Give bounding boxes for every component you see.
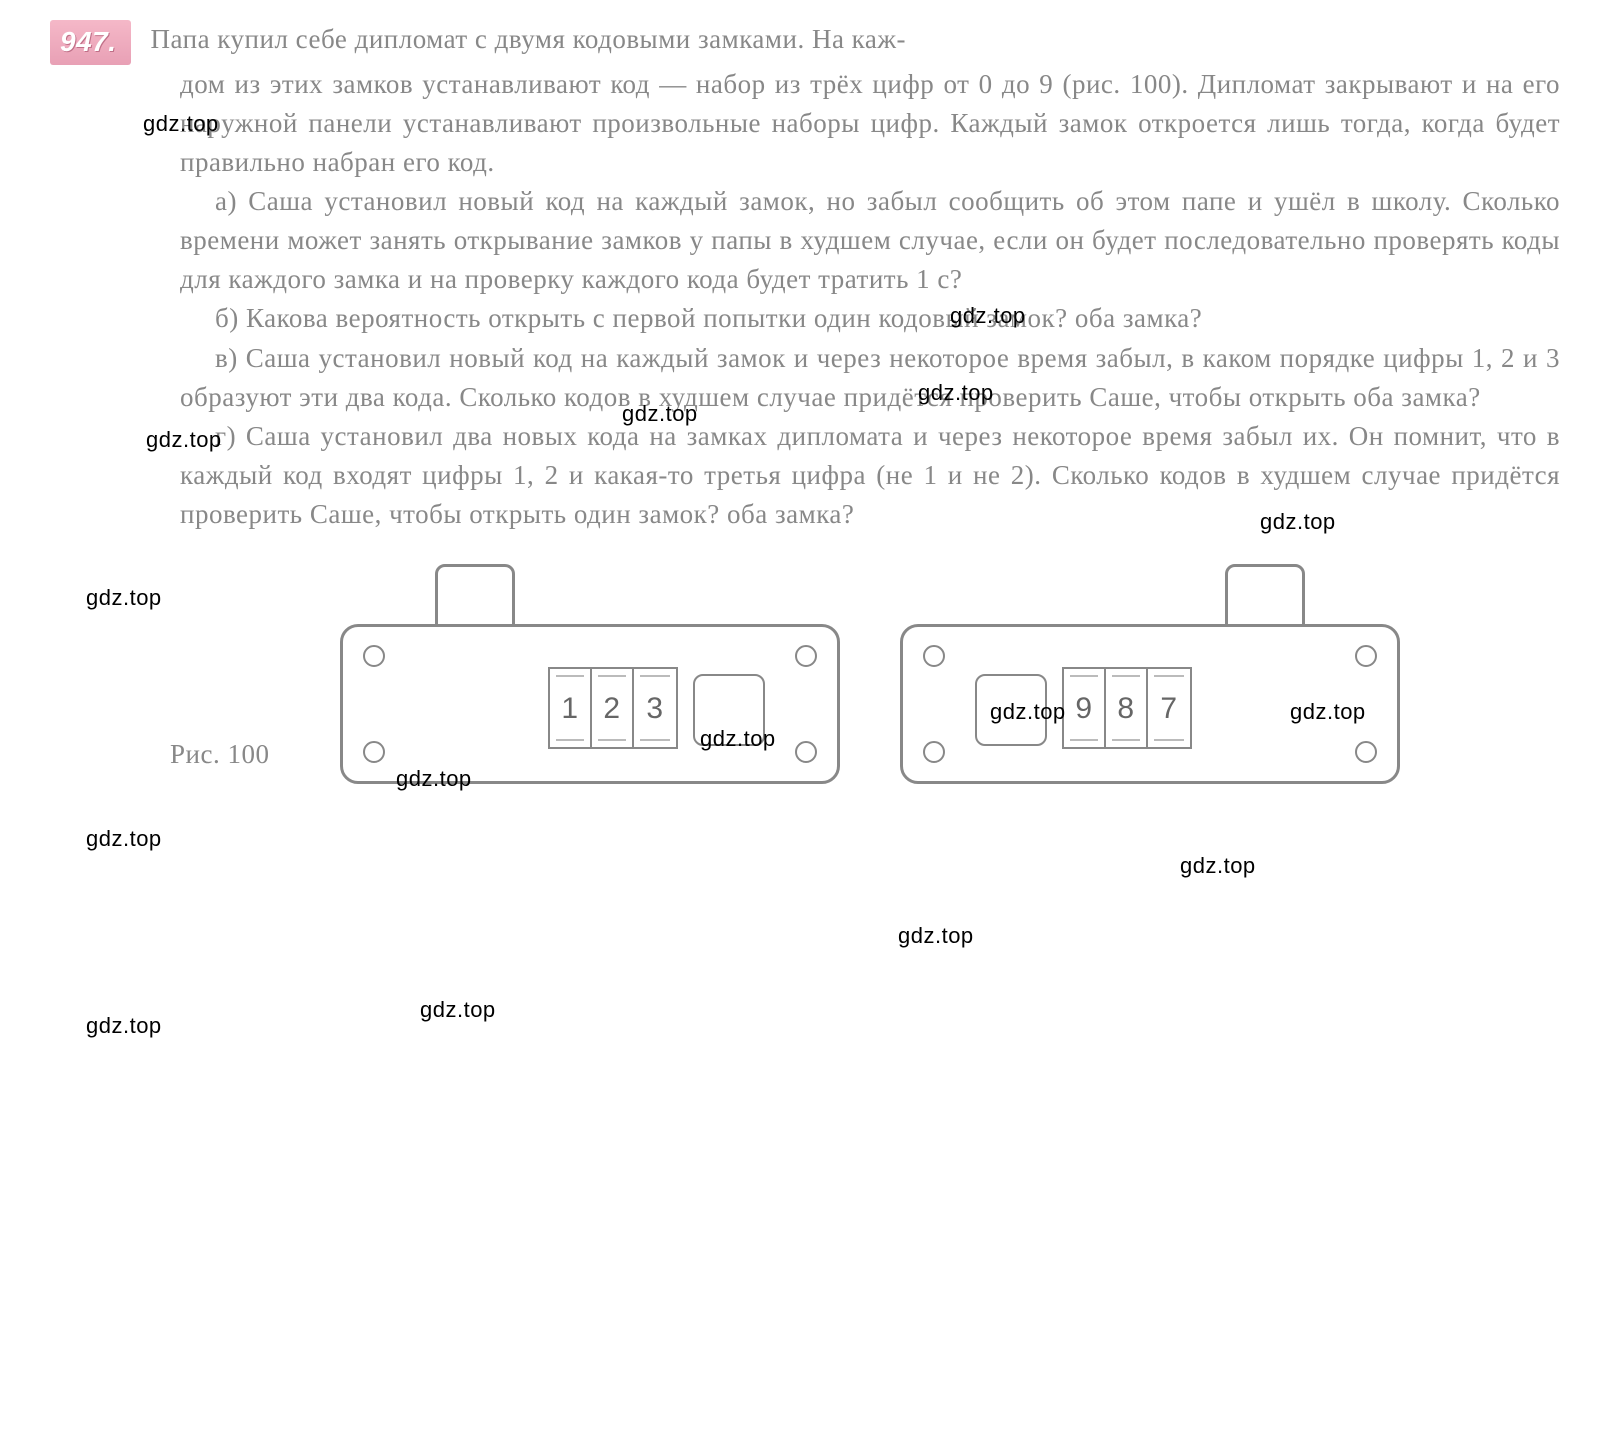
- digit-l-1: 2: [592, 669, 634, 747]
- figure-caption: Рис. 100: [170, 735, 269, 774]
- watermark: gdz.top: [86, 823, 162, 855]
- watermark: gdz.top: [990, 696, 1066, 728]
- lock-right: 9 8 7: [900, 564, 1400, 784]
- watermark: gdz.top: [700, 723, 776, 755]
- figure-locks: 1 2 3 9 8 7: [180, 564, 1560, 784]
- watermark: gdz.top: [950, 300, 1026, 332]
- watermark: gdz.top: [143, 108, 219, 140]
- watermark: gdz.top: [898, 920, 974, 952]
- part-d: г) Саша установил два новых кода на замк…: [180, 417, 1560, 534]
- part-b: б) Какова вероятность открыть с первой п…: [180, 299, 1560, 338]
- digit-l-2: 3: [634, 669, 676, 747]
- watermark: gdz.top: [146, 424, 222, 456]
- watermark: gdz.top: [622, 398, 698, 430]
- watermark: gdz.top: [918, 377, 994, 409]
- problem-body: дом из этих замков устанавливают код — н…: [180, 65, 1560, 182]
- digit-r-0: 9: [1064, 669, 1106, 747]
- watermark: gdz.top: [86, 1010, 162, 1042]
- digit-wheels-right: 9 8 7: [1062, 667, 1192, 749]
- digit-r-2: 7: [1148, 669, 1190, 747]
- intro-line-1: Папа купил себе дипломат с двумя кодовым…: [151, 20, 1561, 59]
- watermark: gdz.top: [420, 994, 496, 1026]
- digit-wheels-left: 1 2 3: [548, 667, 678, 749]
- digit-l-0: 1: [550, 669, 592, 747]
- part-a: а) Саша установил новый код на каждый за…: [180, 182, 1560, 299]
- problem-number: 947.: [50, 20, 131, 65]
- part-c: в) Саша установил новый код на каждый за…: [180, 339, 1560, 417]
- watermark: gdz.top: [1290, 696, 1366, 728]
- lock-plate-left: 1 2 3: [340, 624, 840, 784]
- watermark: gdz.top: [396, 763, 472, 795]
- watermark: gdz.top: [1260, 506, 1336, 538]
- watermark: gdz.top: [86, 582, 162, 614]
- digit-r-1: 8: [1106, 669, 1148, 747]
- watermark: gdz.top: [1180, 850, 1256, 882]
